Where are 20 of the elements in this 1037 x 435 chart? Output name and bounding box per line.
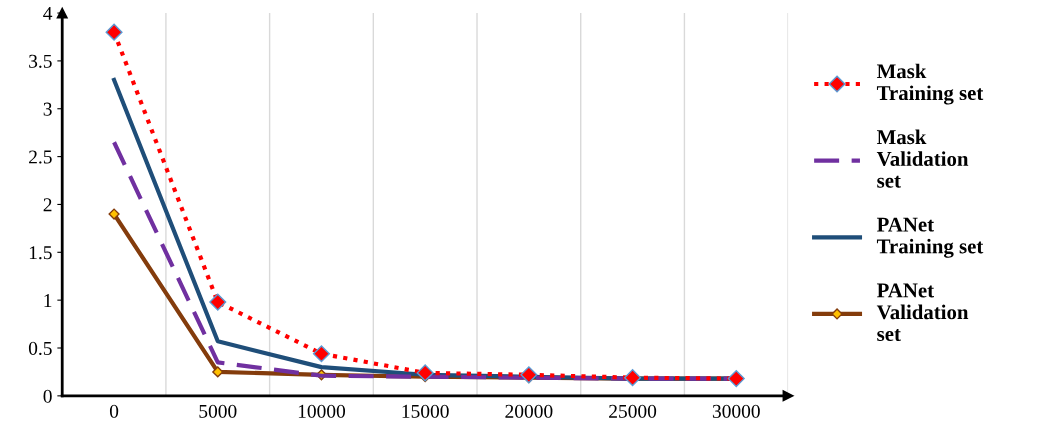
- x-tick-label: 10000: [298, 404, 346, 418]
- x-tick-label: 0: [109, 404, 119, 418]
- y-tick-label: 3: [43, 102, 52, 116]
- y-tick-label: 2: [43, 198, 52, 212]
- y-tick-label: 1: [44, 294, 52, 307]
- legend-label: PANet Training set: [876, 217, 984, 258]
- x-tick-label: 25000: [609, 404, 657, 418]
- legend-label: PANet Validation set: [876, 283, 969, 342]
- y-tick-label: 4: [43, 7, 53, 20]
- y-tick-label: 1.5: [29, 246, 52, 260]
- x-tick-label: 30000: [712, 404, 760, 418]
- legend-label: Mask Validation set: [876, 129, 969, 188]
- x-tick-label: 20000: [505, 404, 553, 418]
- y-tick-label: 2.5: [29, 150, 52, 164]
- x-tick-label: 15000: [402, 404, 449, 418]
- legend-label: Mask Training set: [876, 63, 984, 105]
- y-tick-label: 0.5: [28, 341, 52, 356]
- y-tick-label: 3.5: [29, 54, 52, 68]
- y-tick-label: 0: [43, 389, 52, 403]
- x-tick-label: 5000: [199, 404, 237, 418]
